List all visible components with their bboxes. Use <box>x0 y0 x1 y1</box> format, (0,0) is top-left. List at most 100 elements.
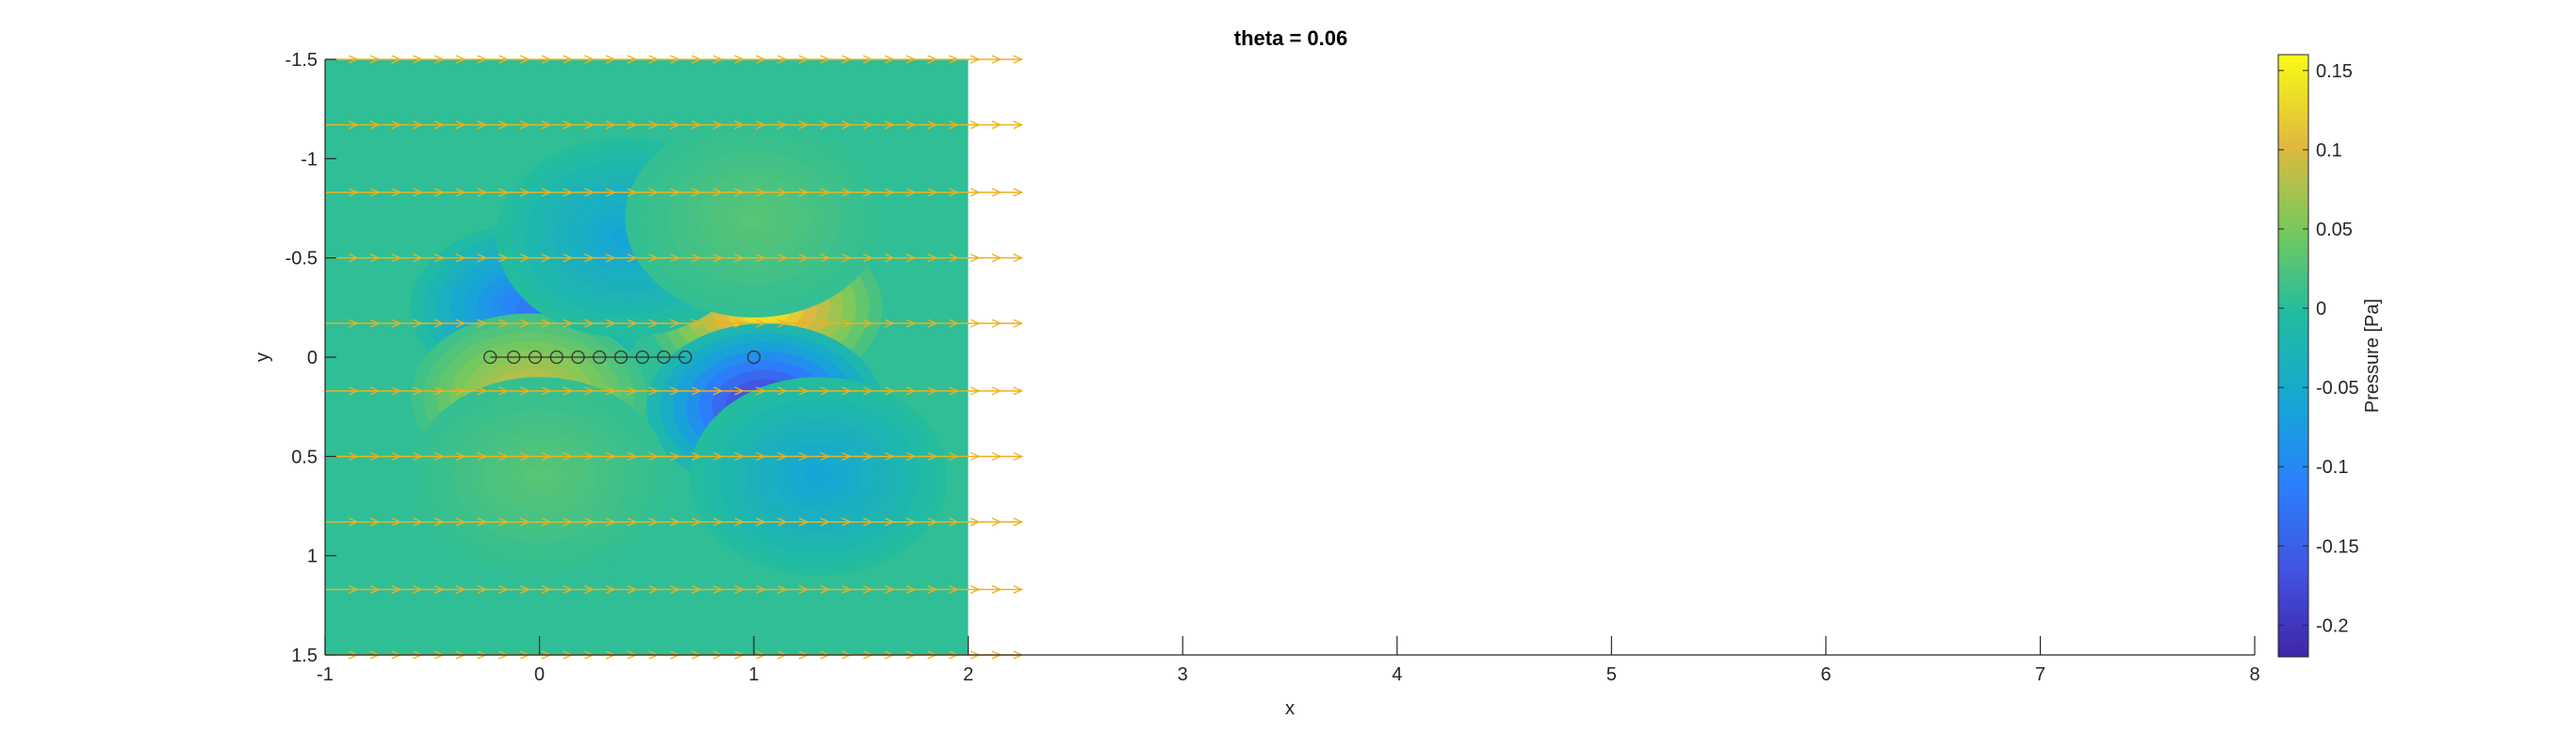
quiver-arrow <box>584 55 595 64</box>
quiver-arrow <box>477 120 488 130</box>
quiver-arrow <box>648 584 660 595</box>
quiver-arrow <box>927 451 938 461</box>
quiver-arrow <box>477 188 488 197</box>
quiver-arrow <box>348 517 359 527</box>
quiver-arrow <box>348 55 359 64</box>
quiver-arrow <box>348 319 359 328</box>
quiver-arrow <box>820 120 831 130</box>
vortex-marker <box>528 350 543 365</box>
quiver-arrow <box>391 386 402 396</box>
quiver-arrow <box>584 584 595 595</box>
quiver-arrow <box>905 584 917 595</box>
quiver-arrow <box>841 254 853 263</box>
quiver-arrow <box>884 55 895 64</box>
quiver-row-8 <box>325 584 1024 595</box>
quiver-arrow <box>991 55 1003 64</box>
y-tick-label: 0.5 <box>291 447 318 467</box>
quiver-arrow <box>562 386 574 396</box>
quiver-arrow <box>670 517 681 527</box>
colorbar-tick-label: -0.2 <box>2316 615 2348 636</box>
quiver-arrow <box>584 120 595 130</box>
quiver-arrow <box>605 451 616 461</box>
x-tick-label: 6 <box>1820 664 1831 685</box>
quiver-arrow <box>584 188 595 197</box>
quiver-arrow <box>519 319 530 328</box>
vortex-marker <box>613 350 628 365</box>
quiver-arrow <box>691 584 702 595</box>
x-tick-label: 8 <box>2249 664 2259 685</box>
quiver-arrow <box>369 55 381 64</box>
quiver-arrow <box>798 386 809 396</box>
quiver-arrow <box>413 120 424 130</box>
quiver-arrow <box>498 120 510 130</box>
quiver-arrow <box>905 120 917 130</box>
colorbar-tick-label: 0.15 <box>2316 61 2353 82</box>
quiver-arrow <box>949 584 959 595</box>
quiver-arrow <box>369 386 381 396</box>
quiver-arrow <box>776 254 788 263</box>
quiver-arrow <box>455 55 466 64</box>
quiver-arrow <box>477 584 488 595</box>
quiver-arrow <box>841 319 853 328</box>
quiver-arrow <box>820 386 831 396</box>
y-tick-label: 1 <box>307 547 318 567</box>
quiver-arrow <box>541 55 552 64</box>
quiver-arrow <box>348 188 359 197</box>
quiver-arrow <box>498 386 510 396</box>
quiver-arrow <box>884 451 895 461</box>
quiver-arrow <box>519 386 530 396</box>
quiver-arrow <box>413 55 424 64</box>
vortex-markers <box>483 350 761 365</box>
quiver-arrow <box>798 584 809 595</box>
pressure-feature-5 <box>689 377 947 576</box>
quiver-arrow <box>541 386 552 396</box>
quiver-arrow <box>1013 517 1024 527</box>
quiver-arrow <box>841 188 853 197</box>
quiver-arrow <box>927 319 938 328</box>
quiver-arrow <box>820 55 831 64</box>
colorbar-tick-label: -0.1 <box>2316 457 2348 478</box>
quiver-arrow <box>413 386 424 396</box>
x-tick-label: 1 <box>749 664 759 685</box>
quiver-row-2 <box>325 188 1024 197</box>
quiver-arrow <box>584 517 595 527</box>
quiver-arrow <box>841 517 853 527</box>
quiver-arrow <box>670 319 681 328</box>
quiver-arrow <box>1013 451 1024 461</box>
quiver-arrow <box>648 254 660 263</box>
quiver-arrow <box>970 254 981 263</box>
quiver-arrow <box>991 386 1003 396</box>
quiver-arrow <box>413 254 424 263</box>
y-tick-label: -1.5 <box>285 50 318 71</box>
quiver-arrow <box>369 451 381 461</box>
quiver-row-0 <box>325 55 1024 64</box>
vortex-marker <box>571 350 585 365</box>
quiver-arrow <box>477 517 488 527</box>
quiver-arrow <box>798 120 809 130</box>
quiver-arrow <box>756 188 767 197</box>
quiver-arrow <box>949 188 959 197</box>
quiver-arrow <box>884 188 895 197</box>
quiver-arrow <box>455 517 466 527</box>
quiver-arrow <box>391 584 402 595</box>
quiver-arrow <box>991 254 1003 263</box>
vortex-marker <box>678 350 693 365</box>
quiver-arrow <box>369 584 381 595</box>
quiver-arrow <box>670 120 681 130</box>
quiver-arrow <box>605 120 616 130</box>
quiver-arrow <box>756 319 767 328</box>
quiver-arrow <box>927 386 938 396</box>
quiver-arrow <box>798 319 809 328</box>
quiver-arrow <box>648 55 660 64</box>
colorbar-tick-label: -0.15 <box>2316 536 2359 557</box>
quiver-row-5 <box>325 386 1024 396</box>
quiver-arrow <box>519 517 530 527</box>
quiver-arrow <box>776 120 788 130</box>
quiver-arrow <box>734 55 745 64</box>
quiver-arrow <box>949 517 959 527</box>
quiver-arrow <box>498 319 510 328</box>
vortex-marker <box>746 350 761 365</box>
quiver-arrow <box>584 386 595 396</box>
vortex-marker <box>657 350 671 365</box>
